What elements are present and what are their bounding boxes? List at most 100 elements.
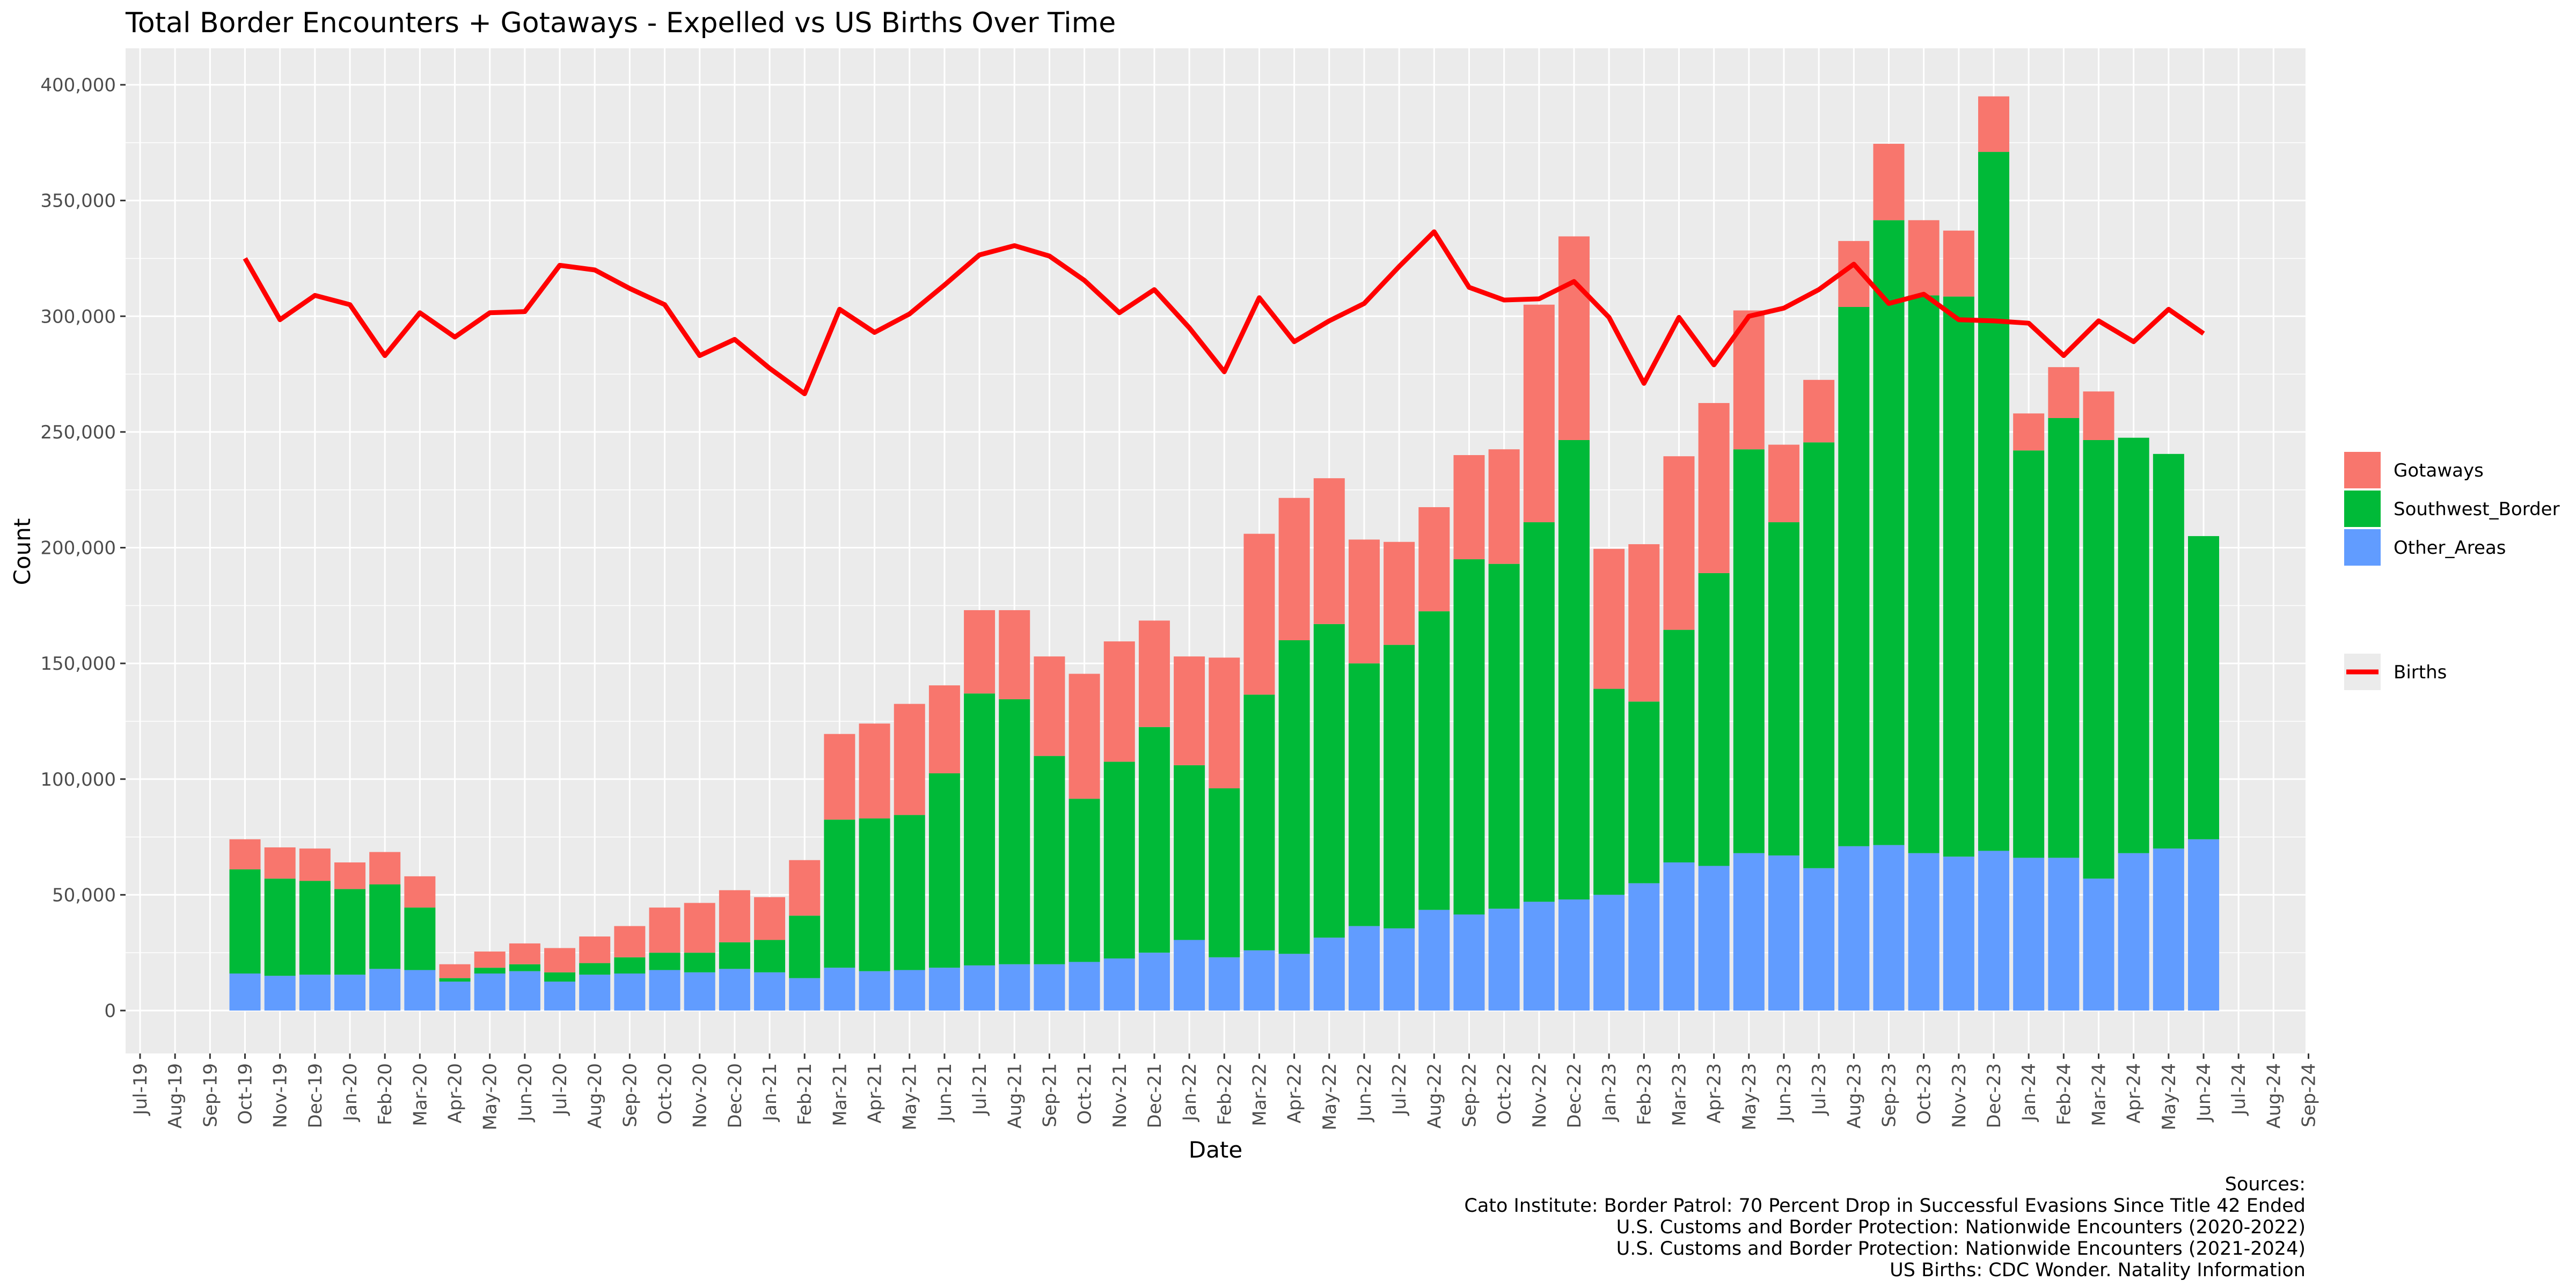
bar-gotaways (1138, 620, 1170, 727)
x-tick-label: May-24 (2158, 1063, 2180, 1130)
bar-other-areas (999, 964, 1030, 1011)
bar-gotaways (789, 860, 821, 916)
x-tick-label: May-21 (899, 1063, 921, 1130)
caption-line: U.S. Customs and Border Protection: Nati… (1616, 1238, 2306, 1260)
x-tick-label: Apr-20 (445, 1063, 466, 1123)
y-tick-label: 100,000 (40, 769, 116, 791)
bar-gotaways (999, 610, 1030, 699)
bar-other-areas (2048, 858, 2080, 1011)
x-tick-label: Jan-24 (2018, 1063, 2040, 1122)
bar-southwest-border (1418, 611, 1450, 910)
y-tick-label: 50,000 (52, 884, 116, 906)
bar-southwest-border (2153, 453, 2184, 849)
bar-other-areas (1138, 953, 1170, 1011)
bar-southwest-border (1628, 701, 1660, 883)
bar-other-areas (614, 974, 646, 1011)
bar-gotaways (1628, 544, 1660, 702)
bar-other-areas (1313, 938, 1345, 1011)
x-tick-label: Jun-24 (2193, 1063, 2215, 1123)
caption-line: U.S. Customs and Border Protection: Nati… (1616, 1217, 2306, 1238)
x-tick-label: Sep-20 (619, 1063, 641, 1128)
bar-southwest-border (684, 953, 715, 972)
bar-other-areas (264, 976, 296, 1011)
bar-southwest-border (1138, 727, 1170, 953)
bar-southwest-border (1348, 663, 1380, 926)
bar-other-areas (1663, 862, 1695, 1011)
x-tick-label: Jun-22 (1354, 1063, 1375, 1123)
bar-southwest-border (1034, 756, 1065, 964)
bar-gotaways (684, 903, 715, 953)
bar-other-areas (2188, 839, 2220, 1011)
bar-gotaways (859, 723, 890, 819)
bar-southwest-border (2013, 450, 2045, 858)
births-line-layer (243, 229, 2205, 397)
bar-southwest-border (229, 869, 261, 974)
bar-gotaways (1384, 541, 1415, 645)
x-tick-label: Apr-21 (865, 1063, 886, 1123)
bar-southwest-border (544, 972, 576, 982)
bar-southwest-border (1698, 573, 1730, 866)
bar-southwest-border (964, 693, 996, 965)
bar-gotaways (649, 908, 680, 953)
x-tick-label: Oct-23 (1914, 1063, 1935, 1124)
bar-other-areas (1384, 928, 1415, 1011)
bar-gotaways (1348, 539, 1380, 664)
x-tick-label: Apr-24 (2124, 1063, 2145, 1123)
bar-other-areas (1873, 845, 1905, 1011)
bar-other-areas (1768, 855, 1799, 1011)
bar-southwest-border (1803, 442, 1835, 868)
bar-gotaways (2083, 391, 2114, 440)
bar-other-areas (1174, 940, 1205, 1011)
x-tick-label: Aug-22 (1424, 1063, 1445, 1129)
bar-southwest-border (474, 968, 506, 974)
bar-southwest-border (404, 908, 436, 970)
bar-gotaways (474, 952, 506, 968)
bar-gotaways (264, 847, 296, 879)
legend-label-gotaways: Gotaways (2394, 460, 2484, 481)
legend-label-other-areas: Other_Areas (2394, 537, 2506, 559)
bar-southwest-border (859, 818, 890, 971)
y-tick-label: 200,000 (40, 538, 116, 559)
bar-southwest-border (1908, 295, 1940, 853)
bar-other-areas (474, 974, 506, 1011)
x-tick-label: Nov-20 (690, 1063, 711, 1128)
x-tick-label: Sep-23 (1879, 1063, 1900, 1128)
bar-gotaways (1803, 379, 1835, 443)
bar-other-areas (928, 968, 960, 1011)
y-tick-label: 250,000 (40, 422, 116, 443)
x-tick-label: Mar-24 (2089, 1063, 2110, 1126)
y-axis: 0 50,000 100,000 150,000 200,000 250,000 300,0… (40, 75, 126, 1022)
legend-key-southwest-border (2344, 491, 2381, 527)
bars (229, 96, 2220, 1011)
bar-southwest-border (1243, 694, 1275, 950)
bar-other-areas (2013, 858, 2045, 1011)
bar-other-areas (1908, 853, 1940, 1011)
bar-gotaways (614, 926, 646, 957)
bar-southwest-border (1103, 762, 1135, 958)
bar-gotaways (1418, 507, 1450, 612)
x-tick-label: Aug-21 (1004, 1063, 1026, 1129)
bar-gotaways (544, 948, 576, 972)
x-tick-label: Jun-23 (1774, 1063, 1795, 1123)
y-tick-label: 300,000 (40, 306, 116, 327)
x-tick-label: Jul-20 (550, 1063, 571, 1116)
x-tick-label: Aug-19 (165, 1063, 186, 1129)
bar-southwest-border (334, 889, 366, 975)
bar-southwest-border (2188, 536, 2220, 839)
bar-gotaways (439, 964, 471, 978)
bar-gotaways (509, 943, 540, 964)
x-tick-label: Sep-19 (200, 1063, 221, 1128)
bar-southwest-border (649, 953, 680, 970)
x-tick-label: Dec-23 (1984, 1063, 2005, 1128)
bar-gotaways (894, 704, 925, 815)
bar-southwest-border (264, 879, 296, 976)
x-tick-label: May-22 (1319, 1063, 1341, 1130)
bar-southwest-border (1768, 522, 1799, 856)
bar-southwest-border (719, 942, 750, 969)
x-tick-label: Jan-21 (759, 1063, 781, 1122)
x-tick-label: Jul-21 (969, 1063, 991, 1116)
bar-gotaways (229, 839, 261, 869)
bar-gotaways (1978, 96, 2010, 152)
bar-other-areas (1628, 883, 1660, 1011)
bar-gotaways (1558, 236, 1590, 440)
